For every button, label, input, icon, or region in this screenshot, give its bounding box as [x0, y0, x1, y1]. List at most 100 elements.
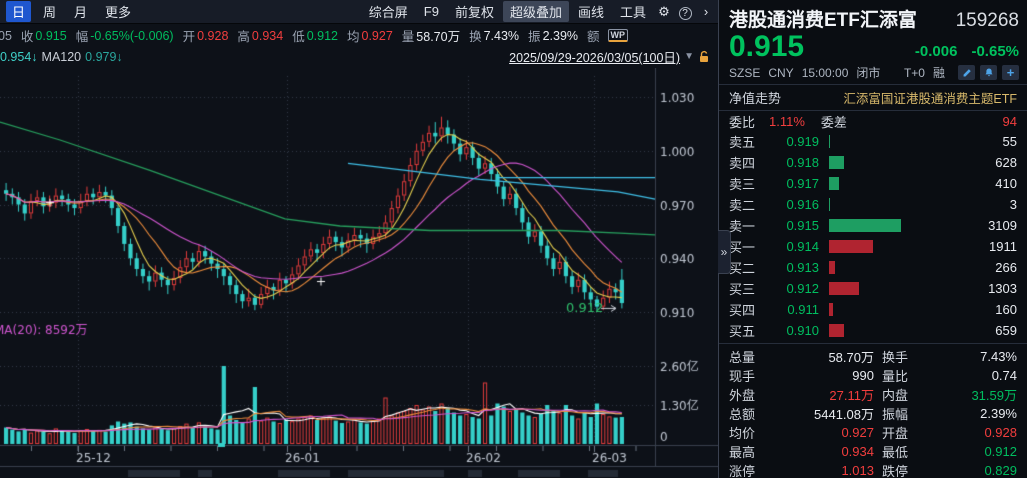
volume-value: 58.70万: [416, 30, 461, 44]
high-label: 高: [237, 30, 250, 44]
open-value: 0.928: [197, 28, 229, 43]
last-price: 0.915: [729, 30, 805, 63]
f9-button[interactable]: F9: [423, 4, 439, 19]
chevron-down-icon[interactable]: ▼: [684, 51, 694, 62]
bid-row-3[interactable]: 买三 0.912 1303: [729, 281, 1017, 297]
forward-adjust-button[interactable]: 前复权: [454, 5, 494, 20]
bid-depth-bar: [829, 303, 833, 316]
gear-icon[interactable]: ⚙: [658, 3, 670, 19]
tab-monthly[interactable]: 月: [74, 5, 88, 20]
stats-row: 现手 990 量比 0.74: [729, 368, 1017, 384]
tab-daily[interactable]: 日: [6, 1, 32, 22]
open-label: 开: [182, 30, 196, 44]
alert-bell-icon[interactable]: [980, 65, 997, 80]
weibi-label: 委比: [729, 114, 756, 130]
ask-depth-bar: [829, 198, 830, 211]
chart-toolbar: 日 周 月 更多 综合屏 F9 前复权 超级叠加 画线 工具 ⚙ ? ›: [0, 0, 718, 24]
ask-depth-bar: [829, 177, 839, 190]
amplitude-value: 2.39%: [542, 28, 579, 43]
turnover-label: 换: [469, 30, 482, 44]
edit-icon[interactable]: [958, 65, 975, 80]
composite-screen-button[interactable]: 综合屏: [368, 5, 408, 20]
order-book: 卖五 0.919 55 卖四 0.918 628 卖三 0.917 410 卖二 0.916 3…: [719, 131, 1027, 341]
session-status: 闭市: [856, 66, 881, 80]
weibi-value: 1.11%: [769, 113, 805, 129]
bid-row-5[interactable]: 买五 0.910 659: [729, 323, 1017, 339]
price-change: -0.006: [914, 43, 958, 60]
tab-weekly[interactable]: 周: [43, 5, 57, 20]
amplitude-label: 振: [528, 30, 541, 44]
tools-button[interactable]: 工具: [619, 5, 646, 20]
ask-row-4[interactable]: 卖四 0.918 628: [729, 155, 1017, 171]
turnover-value: 7.43%: [483, 28, 520, 43]
draw-line-button[interactable]: 画线: [577, 5, 604, 20]
security-code: 159268: [955, 10, 1019, 31]
bid-depth-bar: [829, 240, 873, 253]
avg-label: 均: [346, 30, 360, 44]
wp-badge-icon[interactable]: WP: [607, 29, 629, 42]
stats-row: 外盘 27.11万 内盘 31.59万: [729, 388, 1017, 403]
unlock-icon[interactable]: [698, 50, 710, 63]
bid-row-2[interactable]: 买二 0.913 266: [729, 260, 1017, 276]
bid-depth-bar: [829, 282, 859, 295]
security-title-row: 港股通消费ETF汇添富 159268: [719, 0, 1027, 32]
fund-full-name: 汇添富国证港股通消费主题ETF: [843, 92, 1017, 106]
quote-summary-bar: 05 收 0.915 幅 -0.65%(-0.006) 开 0.928 高 0.934 …: [0, 25, 718, 46]
market-info-row: SZSE CNY 15:00:00 闭市 T+0 融 +: [719, 62, 1027, 85]
panel-expander-handle[interactable]: »: [718, 230, 731, 274]
quote-time: 15:00:00: [801, 65, 849, 80]
avg-value: 0.927: [361, 28, 393, 43]
exchange: SZSE: [729, 65, 761, 80]
help-icon[interactable]: ?: [676, 4, 694, 20]
weicha-value: 94: [1002, 113, 1017, 129]
bid-row-4[interactable]: 买四 0.911 160: [729, 302, 1017, 318]
price-change-pct: -0.65%: [971, 43, 1019, 60]
tab-more[interactable]: 更多: [105, 5, 132, 20]
bid-row-1[interactable]: 买一 0.914 1911: [729, 239, 1017, 255]
stats-row: 涨停 1.013 跌停 0.829: [729, 463, 1017, 478]
stats-row: 均价 0.927 开盘 0.928: [729, 425, 1017, 441]
chevron-right-icon[interactable]: ›: [703, 4, 709, 19]
kline-chart[interactable]: [0, 68, 718, 478]
ma120-value: 0.979↓: [85, 49, 123, 64]
stats-grid: 总量 58.70万 换手 7.43% 现手 990 量比 0.74 外盘 27.11万 内盘 31…: [719, 346, 1027, 478]
bid-depth-bar: [829, 324, 844, 337]
change-label: 幅: [75, 30, 89, 44]
ask-row-3[interactable]: 卖三 0.917 410: [729, 176, 1017, 192]
ask-depth-bar: [829, 219, 901, 232]
date-range-selector[interactable]: 2025/09/29-2026/03/05(100日): [509, 51, 681, 65]
ma60-value: 0.954↓: [0, 49, 38, 64]
low-value: 0.912: [306, 28, 338, 43]
stats-row: 总额 5441.08万 振幅 2.39%: [729, 406, 1017, 422]
ask-depth-bar: [829, 135, 830, 148]
currency: CNY: [768, 65, 794, 80]
date-fragment: 05: [0, 28, 12, 43]
stats-row: 总量 58.70万 换手 7.43%: [729, 349, 1017, 365]
ask-depth-bar: [829, 156, 844, 169]
bid-depth-bar: [829, 261, 835, 274]
stats-row: 最高 0.934 最低 0.912: [729, 444, 1017, 460]
ma120-label: MA120: [41, 49, 82, 64]
weicha-label: 委差: [820, 114, 847, 130]
volume-label: 量: [401, 30, 415, 44]
low-label: 低: [292, 30, 305, 44]
add-icon[interactable]: +: [1002, 65, 1019, 80]
quote-panel: » 港股通消费ETF汇添富 159268 0.915 -0.006 -0.65%…: [718, 0, 1027, 478]
change-value: -0.65%(-0.006): [90, 28, 174, 43]
t0-badge: T+0: [903, 65, 925, 80]
super-overlay-button[interactable]: 超级叠加: [502, 1, 569, 22]
ask-row-2[interactable]: 卖二 0.916 3: [729, 197, 1017, 213]
ask-row-5[interactable]: 卖五 0.919 55: [729, 134, 1017, 150]
amount-label: 额: [587, 30, 600, 44]
close-label: 收: [20, 30, 34, 44]
high-value: 0.934: [251, 28, 284, 43]
ask-row-1[interactable]: 卖一 0.915 3109: [729, 218, 1017, 234]
chart-area: 日 周 月 更多 综合屏 F9 前复权 超级叠加 画线 工具 ⚙ ? › 05 …: [0, 0, 718, 478]
nav-label: 净值走势: [729, 91, 782, 106]
help-circle: ?: [678, 6, 692, 20]
divider: [719, 343, 1027, 344]
ma-legend-bar: 0.954↓ MA120 0.979↓ 2025/09/29-2026/03/0…: [0, 46, 718, 67]
security-name: 港股通消费ETF汇添富: [729, 10, 917, 31]
nav-row[interactable]: 净值走势 汇添富国证港股通消费主题ETF: [719, 85, 1027, 111]
close-value: 0.915: [35, 28, 67, 43]
